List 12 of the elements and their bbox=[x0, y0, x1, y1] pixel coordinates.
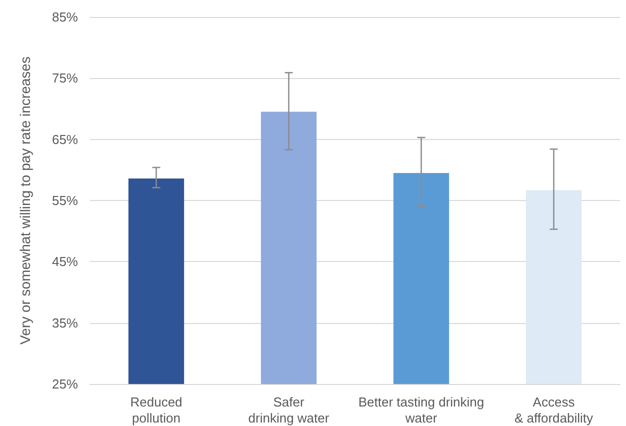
y-tick-label: 65% bbox=[52, 132, 78, 147]
x-tick-label: Access & affordability bbox=[514, 394, 594, 426]
y-axis-title: Very or somewhat willing to pay rate increases bbox=[17, 56, 33, 344]
y-tick-label: 45% bbox=[52, 254, 78, 270]
y-tick-label: 55% bbox=[52, 193, 78, 208]
y-tick-label: 75% bbox=[52, 70, 78, 86]
x-tick-label: Better tasting drinking water bbox=[358, 394, 484, 426]
y-tick-label: 85% bbox=[52, 10, 78, 24]
y-tick-label: 25% bbox=[52, 376, 78, 392]
x-tick-label: Safer drinking water bbox=[248, 394, 330, 426]
y-tick-label: 35% bbox=[52, 315, 78, 330]
x-tick-label: Reduced pollution bbox=[130, 394, 182, 426]
